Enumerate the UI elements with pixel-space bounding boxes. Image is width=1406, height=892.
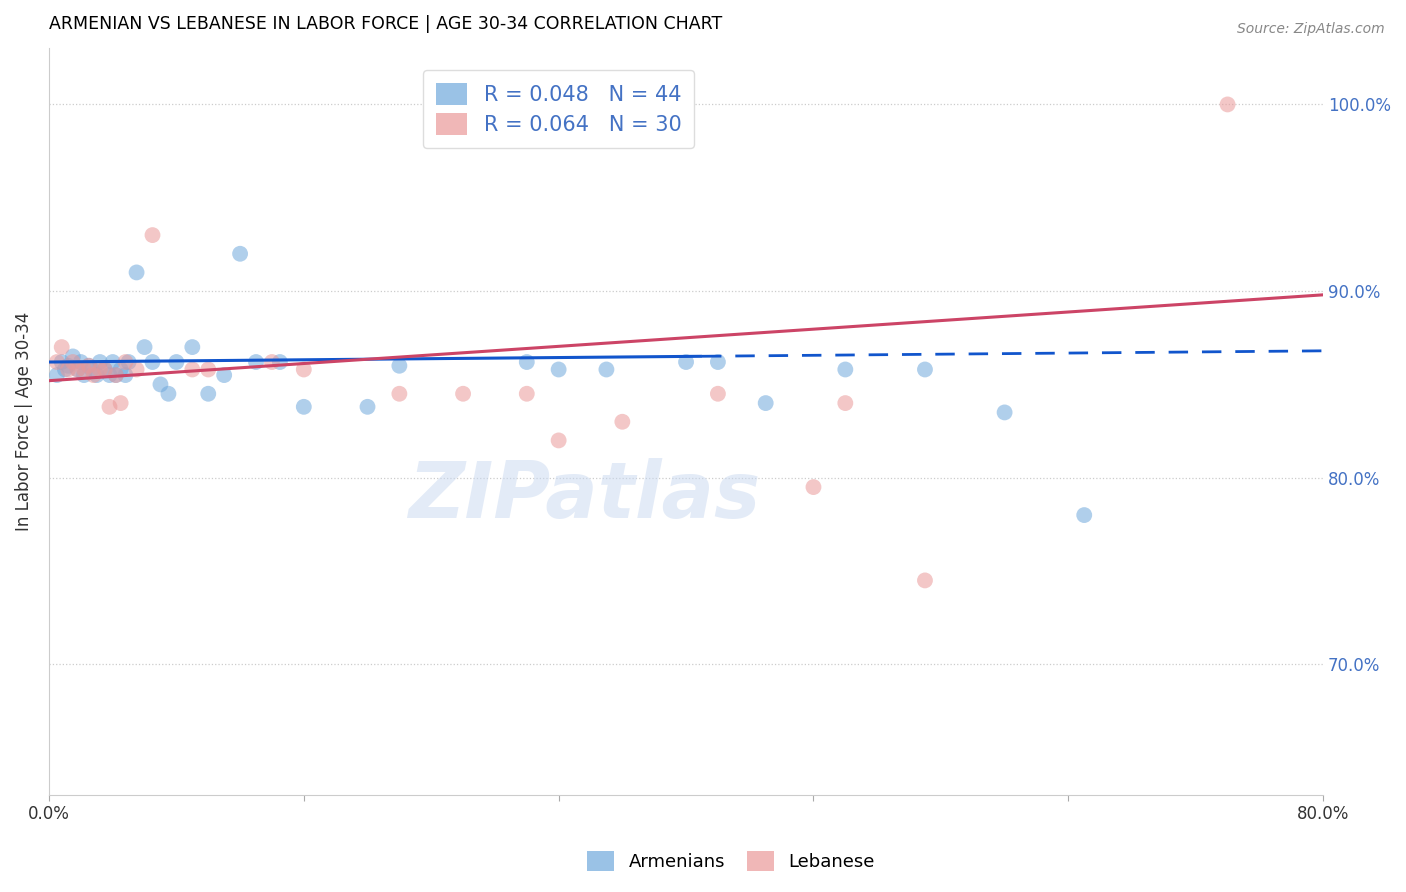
Text: ARMENIAN VS LEBANESE IN LABOR FORCE | AGE 30-34 CORRELATION CHART: ARMENIAN VS LEBANESE IN LABOR FORCE | AG… (49, 15, 723, 33)
Text: ZIPatlas: ZIPatlas (408, 458, 761, 534)
Point (86, 368, 108, 383)
Point (269, 355, 291, 369)
Point (77, 359, 100, 373)
Point (45, 368, 67, 383)
Point (707, 386, 730, 401)
Point (77, 359, 100, 373)
Point (83, 368, 105, 383)
Point (707, 355, 730, 369)
Point (834, 396, 856, 410)
Point (1216, 97, 1239, 112)
Point (141, 355, 163, 369)
Point (98, 368, 121, 383)
Point (356, 400, 378, 414)
Point (157, 386, 180, 401)
Point (755, 396, 778, 410)
Point (260, 355, 283, 369)
Point (547, 362, 569, 376)
Point (66, 362, 89, 376)
Point (197, 362, 219, 376)
Point (141, 228, 163, 243)
Point (803, 480, 825, 494)
Point (292, 400, 315, 414)
Point (69, 355, 91, 369)
Point (93, 362, 115, 376)
Point (181, 340, 204, 354)
Point (125, 265, 148, 279)
Point (229, 246, 252, 260)
Point (181, 362, 204, 376)
Point (451, 386, 474, 401)
Point (547, 434, 569, 448)
Point (245, 355, 267, 369)
Point (1073, 508, 1095, 522)
Point (93, 362, 115, 376)
Point (914, 574, 936, 588)
Point (388, 359, 411, 373)
Point (114, 368, 136, 383)
Point (101, 355, 124, 369)
Point (212, 368, 235, 383)
Point (104, 368, 127, 383)
Point (994, 405, 1017, 419)
Point (165, 355, 187, 369)
Point (388, 386, 411, 401)
Point (53, 362, 76, 376)
Point (149, 377, 172, 392)
Point (73, 368, 96, 383)
Legend: Armenians, Lebanese: Armenians, Lebanese (581, 844, 882, 879)
Point (675, 355, 697, 369)
Point (104, 368, 127, 383)
Point (89, 362, 111, 376)
Point (51, 355, 73, 369)
Y-axis label: In Labor Force | Age 30-34: In Labor Force | Age 30-34 (15, 312, 32, 532)
Point (516, 386, 538, 401)
Point (73, 362, 96, 376)
Point (56, 359, 79, 373)
Point (197, 386, 219, 401)
Point (80, 362, 103, 376)
Point (56, 362, 79, 376)
Point (612, 415, 634, 429)
Point (110, 396, 132, 410)
Point (134, 340, 156, 354)
Legend: R = 0.048   N = 44, R = 0.064   N = 30: R = 0.048 N = 44, R = 0.064 N = 30 (423, 70, 695, 148)
Point (66, 362, 89, 376)
Point (62, 350, 84, 364)
Point (117, 355, 139, 369)
Point (98, 400, 121, 414)
Text: Source: ZipAtlas.com: Source: ZipAtlas.com (1237, 22, 1385, 37)
Point (45, 355, 67, 369)
Point (292, 362, 315, 376)
Point (89, 355, 111, 369)
Point (834, 362, 856, 376)
Point (114, 355, 136, 369)
Point (51, 340, 73, 354)
Point (914, 362, 936, 376)
Point (516, 355, 538, 369)
Point (110, 362, 132, 376)
Point (125, 362, 148, 376)
Point (595, 362, 617, 376)
Point (62, 355, 84, 369)
